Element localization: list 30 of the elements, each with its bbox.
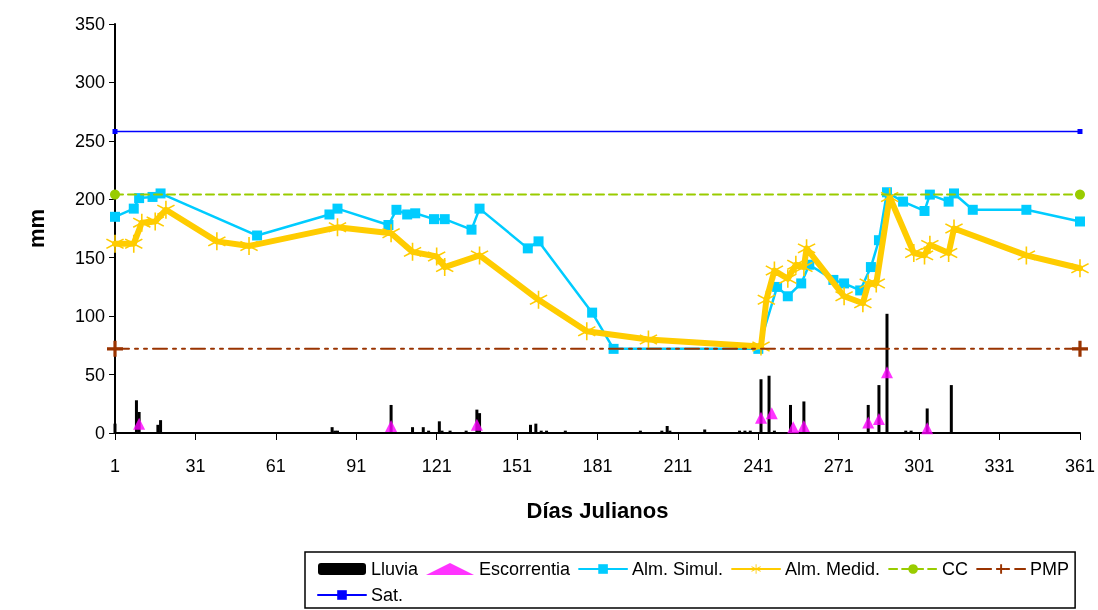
legend-label: CC <box>942 559 969 579</box>
y-tick-label: 50 <box>84 364 105 385</box>
x-tick-label: 241 <box>743 456 774 476</box>
y-tick-label: 200 <box>74 189 105 210</box>
x-tick-label: 181 <box>582 456 613 476</box>
x-tick-label: 301 <box>904 456 935 476</box>
x-tick-label: 211 <box>663 456 693 476</box>
y-tick-label: 350 <box>74 14 105 34</box>
y-tick-label: 150 <box>74 247 105 268</box>
x-tick-label: 151 <box>502 456 533 476</box>
x-tick-label: 331 <box>984 456 1015 476</box>
legend-label: Alm. Medid. <box>785 559 881 579</box>
x-tick-label: 121 <box>421 456 452 476</box>
x-axis-title: Días Julianos <box>526 497 669 523</box>
legend-label: Sat. <box>371 585 404 605</box>
legend-label: Alm. Simul. <box>632 559 724 579</box>
y-axis-title: mm <box>23 208 49 249</box>
x-tick-label: 31 <box>185 456 206 476</box>
x-tick-label: 61 <box>265 456 286 476</box>
y-tick-label: 100 <box>74 306 105 327</box>
y-tick-label: 250 <box>74 130 105 151</box>
y-tick-label: 300 <box>74 72 105 93</box>
y-tick-label: 0 <box>94 423 105 443</box>
x-tick-label: 271 <box>823 456 854 476</box>
legend-label: PMP <box>1030 559 1070 579</box>
x-tick-label: 1 <box>109 456 121 476</box>
legend-label: Lluvia <box>371 559 420 579</box>
legend-label: Escorrentia <box>479 559 572 579</box>
x-tick-label: 91 <box>346 456 367 476</box>
x-tick-label: 361 <box>1064 456 1096 476</box>
